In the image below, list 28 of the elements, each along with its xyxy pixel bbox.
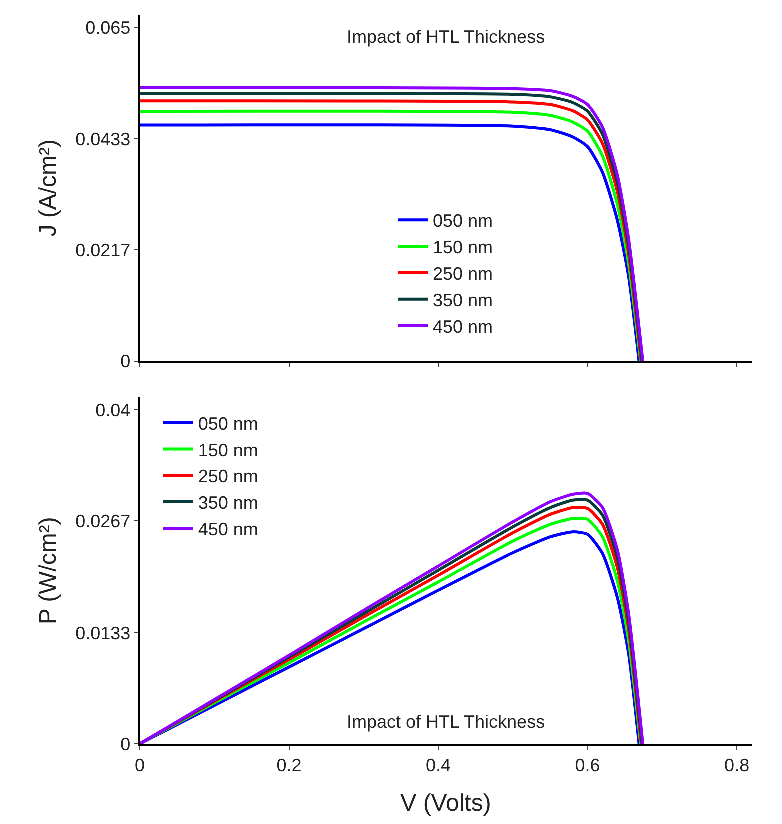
y-tick-label: 0 [120,352,131,372]
text: Impact of HTL Thickness [347,712,546,732]
legend-label: 350 nm [198,493,258,514]
x-axis-title: V (Volts) [400,790,492,818]
y-tick-label: 0.0267 [76,512,131,532]
legend-label: 050 nm [198,414,258,434]
legend-label: 050 nm [433,211,494,232]
x-tick-label: 0.4 [426,755,452,776]
legend-label: 150 nm [198,440,258,460]
x-tick-label: 0.2 [276,755,302,776]
legend-label: 450 nm [433,316,494,337]
y-axis-title: P (W/cm²) [35,517,62,625]
y-tick-label: 0.04 [96,400,131,421]
legend-label: 450 nm [198,519,258,540]
x-tick-label: 0 [134,755,146,776]
y-tick-label: 0.065 [86,18,131,38]
x-tick-label: 0.8 [724,755,750,776]
legend-label: 250 nm [433,264,494,284]
y-tick-label: 0.0133 [76,623,131,644]
y-tick-label: 0.0217 [76,240,131,260]
legend-label: 350 nm [433,290,494,310]
y-tick-label: 0.0433 [76,129,131,150]
text: Impact of HTL Thickness [347,27,546,47]
y-axis-title: J (A/cm²) [35,139,62,237]
legend-label: 150 nm [433,238,494,258]
x-tick-label: 0.6 [575,755,600,776]
y-tick-label: 0 [120,734,131,754]
legend-label: 250 nm [198,466,258,487]
